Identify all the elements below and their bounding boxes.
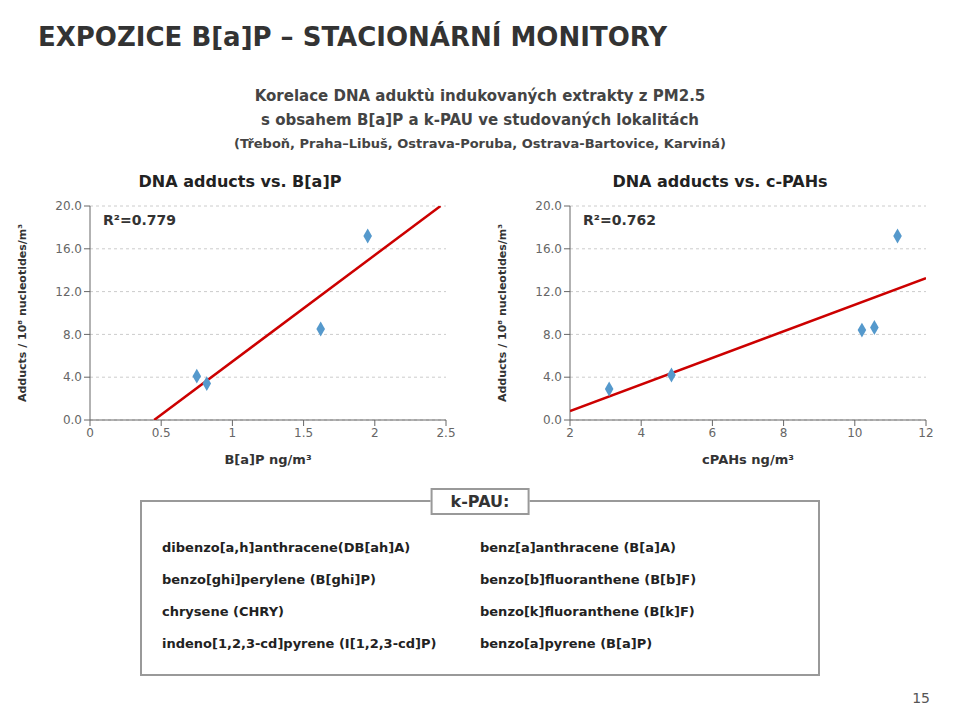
html-text:DNA adducts vs. B[a]P: DNA adducts vs. B[a]P	[138, 172, 342, 191]
svg-text:1: 1	[229, 426, 237, 440]
svg-text:12.0: 12.0	[55, 285, 82, 299]
html-text:R²=0.762: R²=0.762	[583, 212, 656, 228]
svg-text:0.0: 0.0	[543, 413, 562, 427]
html-text:EXPOZICE B[a]P – STACIONÁRNÍ M: EXPOZICE B[a]P – STACIONÁRNÍ MONITORY	[38, 22, 668, 52]
html-text:(Třeboň, Praha–Libuš, Ostrava-: (Třeboň, Praha–Libuš, Ostrava-Poruba, Os…	[234, 136, 726, 151]
html-text:chrysene (CHRY): chrysene (CHRY)	[162, 604, 284, 619]
html-text:k-PAU:: k-PAU:	[450, 492, 510, 511]
html-text:benzo[a]pyrene (B[a]P): benzo[a]pyrene (B[a]P)	[480, 636, 653, 651]
svg-text:16.0: 16.0	[535, 242, 562, 256]
svg-text:2: 2	[371, 426, 379, 440]
svg-text:20.0: 20.0	[55, 199, 82, 213]
svg-text:0: 0	[86, 426, 94, 440]
svg-text:Adducts / 10⁸ nucleotides/m³: Adducts / 10⁸ nucleotides/m³	[16, 224, 29, 402]
svg-text:8.0: 8.0	[543, 328, 562, 342]
html-text:15: 15	[912, 690, 930, 706]
svg-text:16.0: 16.0	[55, 242, 82, 256]
svg-text:2.5: 2.5	[436, 426, 455, 440]
svg-text:20.0: 20.0	[535, 199, 562, 213]
svg-text:4.0: 4.0	[63, 370, 82, 384]
svg-text:0.5: 0.5	[152, 426, 171, 440]
svg-text:8: 8	[780, 426, 788, 440]
svg-text:1.5: 1.5	[294, 426, 313, 440]
svg-text:2: 2	[566, 426, 574, 440]
svg-text:cPAHs ng/m³: cPAHs ng/m³	[702, 452, 794, 467]
svg-text:4.0: 4.0	[543, 370, 562, 384]
html-text:DNA adducts vs. c-PAHs: DNA adducts vs. c-PAHs	[612, 172, 828, 191]
svg-text:4: 4	[637, 426, 645, 440]
svg-text:6: 6	[709, 426, 717, 440]
html-text:Korelace DNA aduktù indukovan: Korelace DNA aduktù indukovaných extra…	[254, 87, 706, 105]
html-text:benzo[k]fluoranthene (B[k]F): benzo[k]fluoranthene (B[k]F)	[480, 604, 695, 619]
html-text:s obsahem B[a]P a k-PAU ve stu: s obsahem B[a]P a k-PAU ve studovaných …	[261, 111, 699, 129]
svg-text:Adducts / 10⁸ nucleotides/m³: Adducts / 10⁸ nucleotides/m³	[496, 224, 509, 402]
svg-text:10: 10	[847, 426, 862, 440]
html-text:dibenzo[a,h]anthracene(DB[ah]A: dibenzo[a,h]anthracene(DB[ah]A)	[162, 540, 411, 555]
html-text:indeno[1,2,3-cd]pyrene (I[1,2,: indeno[1,2,3-cd]pyrene (I[1,2,3-cd]P)	[162, 636, 437, 651]
html-text:benzo[b]fluoranthene (B[b]F): benzo[b]fluoranthene (B[b]F)	[480, 572, 697, 587]
html-text:benz[a]anthracene (B[a]A): benz[a]anthracene (B[a]A)	[480, 540, 676, 555]
html-text:benzo[ghi]perylene (B[ghi]P): benzo[ghi]perylene (B[ghi]P)	[162, 572, 376, 587]
svg-text:0.0: 0.0	[63, 413, 82, 427]
html-text:R²=0.779: R²=0.779	[103, 212, 176, 228]
svg-text:8.0: 8.0	[63, 328, 82, 342]
svg-text:B[a]P ng/m³: B[a]P ng/m³	[224, 452, 311, 467]
svg-text:12.0: 12.0	[535, 285, 562, 299]
svg-text:12: 12	[918, 426, 933, 440]
